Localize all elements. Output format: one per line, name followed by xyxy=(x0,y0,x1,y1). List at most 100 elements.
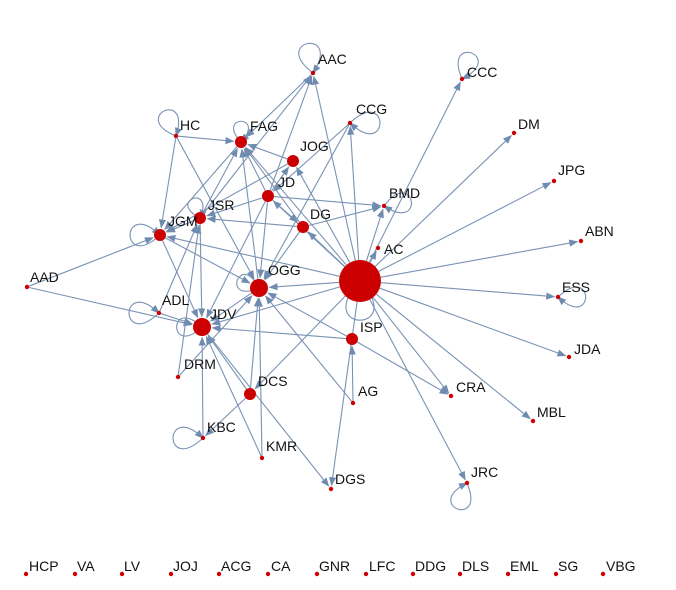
edge-jog-jgm xyxy=(165,163,289,232)
node-layer xyxy=(23,70,606,577)
node-jgm xyxy=(154,229,166,241)
node-label-vbg: VBG xyxy=(606,558,636,574)
edge-dg-ogg xyxy=(264,231,300,281)
node-va xyxy=(72,571,78,577)
label-layer: AAC CCC DM HC FAG CCG JOG JD JPG BMD JSR DG JGM ABN AC… xyxy=(29,51,636,574)
node-dls xyxy=(457,571,463,577)
edge-drm-jsr xyxy=(177,224,202,375)
node-aac xyxy=(310,70,316,76)
node-label-hcp: HCP xyxy=(29,558,59,574)
edge-dg-fag xyxy=(244,147,300,223)
node-label-dm: DM xyxy=(518,116,540,132)
node-jpg xyxy=(551,178,557,184)
node-dm xyxy=(511,130,517,136)
edge-aac-fag xyxy=(245,74,312,138)
edge-ogg-fag xyxy=(239,148,259,280)
node-hc xyxy=(173,133,179,139)
node-cra xyxy=(448,393,454,399)
edge-jog-fag xyxy=(247,143,288,160)
edge-dg-jsr xyxy=(206,215,298,228)
self-loop-ogg xyxy=(236,273,260,292)
edge-aad-jdv xyxy=(29,286,193,327)
edge-hc-ogg xyxy=(176,137,255,280)
node-jd xyxy=(262,190,274,202)
node-label-eml: EML xyxy=(510,558,539,574)
edge-kmr-jdv xyxy=(205,335,262,457)
edge-ag-x1 xyxy=(348,345,356,401)
edge-aad-jgm xyxy=(28,237,154,287)
edge-isp-bmd xyxy=(365,208,384,262)
edge-isp-jda xyxy=(379,287,567,357)
node-label-acg: ACG xyxy=(221,558,251,574)
edge-isp-jog xyxy=(296,166,351,263)
node-jog xyxy=(287,155,299,167)
node-label-sg: SG xyxy=(558,558,578,574)
edge-jd-jsr xyxy=(206,197,263,217)
edge-jd-ogg xyxy=(257,201,268,279)
self-loop-hc xyxy=(157,109,182,137)
node-label-ccg: CCG xyxy=(356,101,387,117)
node-dcs xyxy=(244,388,256,400)
node-label-jdv: JDV xyxy=(210,306,237,322)
self-loop-jsr xyxy=(187,197,207,219)
edge-jgm-jdv xyxy=(161,240,199,319)
edge-ag-ogg xyxy=(265,295,353,402)
node-label-jsr: JSR xyxy=(208,197,234,213)
node-label-ca: CA xyxy=(271,558,291,574)
self-loop-fag xyxy=(233,120,250,143)
self-loop-ccc xyxy=(457,51,479,80)
node-isp xyxy=(339,260,381,302)
node-drm xyxy=(175,374,181,380)
edge-isp-jrc xyxy=(369,299,466,481)
edge-isp-ccc xyxy=(368,81,461,263)
self-loop-adl xyxy=(128,301,160,325)
self-loop-jgm xyxy=(129,223,161,247)
node-kmr xyxy=(259,455,265,461)
edge-layer xyxy=(28,74,579,487)
edge-isp-dgs xyxy=(329,301,358,487)
node-ess xyxy=(555,294,561,300)
edge-dg-bmd xyxy=(308,205,382,227)
node-ddg xyxy=(410,571,416,577)
edge-jsr-jdv xyxy=(198,223,206,318)
edge-hc-fag xyxy=(178,135,235,145)
edge-isp-cra xyxy=(372,297,450,394)
edge-dcs-ogg xyxy=(249,297,262,389)
node-label-aad: AAD xyxy=(30,269,59,285)
node-label-jog: JOG xyxy=(300,138,329,154)
node-label-dg: DG xyxy=(310,206,331,222)
node-label-kmr: KMR xyxy=(266,438,297,454)
node-ccc xyxy=(459,76,465,82)
node-kbc xyxy=(200,435,206,441)
edge-jd-jdv xyxy=(206,201,266,319)
node-joj xyxy=(168,571,174,577)
node-label-ogg: OGG xyxy=(268,262,301,278)
edge-isp-jpg xyxy=(378,182,552,272)
node-label-gnr: GNR xyxy=(319,558,350,574)
node-label-mbl: MBL xyxy=(537,404,566,420)
node-label-hc: HC xyxy=(180,117,200,133)
edge-x1-jdv xyxy=(211,324,347,340)
edge-jsr-fag xyxy=(202,147,238,213)
edge-dcs-kbc xyxy=(205,397,246,437)
node-label-dcs: DCS xyxy=(258,373,288,389)
node-ccg xyxy=(347,120,353,126)
self-loop-ccg xyxy=(349,111,381,135)
node-jda xyxy=(566,354,572,360)
node-label-lv: LV xyxy=(124,558,141,574)
edge-jdv-dgs xyxy=(207,333,330,487)
edge-jd-bmd xyxy=(273,195,382,209)
edge-isp-ogg xyxy=(268,281,340,291)
node-label-dgs: DGS xyxy=(335,471,365,487)
self-loop-ess xyxy=(557,286,587,308)
node-adl xyxy=(156,310,162,316)
edge-kbc-jdv xyxy=(198,336,206,436)
node-label-cra: CRA xyxy=(456,379,486,395)
node-hcp xyxy=(23,571,29,577)
node-label-ccc: CCC xyxy=(467,64,497,80)
node-label-aac: AAC xyxy=(318,51,347,67)
node-x1 xyxy=(346,333,358,345)
edge-dcs-jdv xyxy=(207,334,247,390)
node-abn xyxy=(578,238,584,244)
self-loop-aac xyxy=(298,42,321,74)
